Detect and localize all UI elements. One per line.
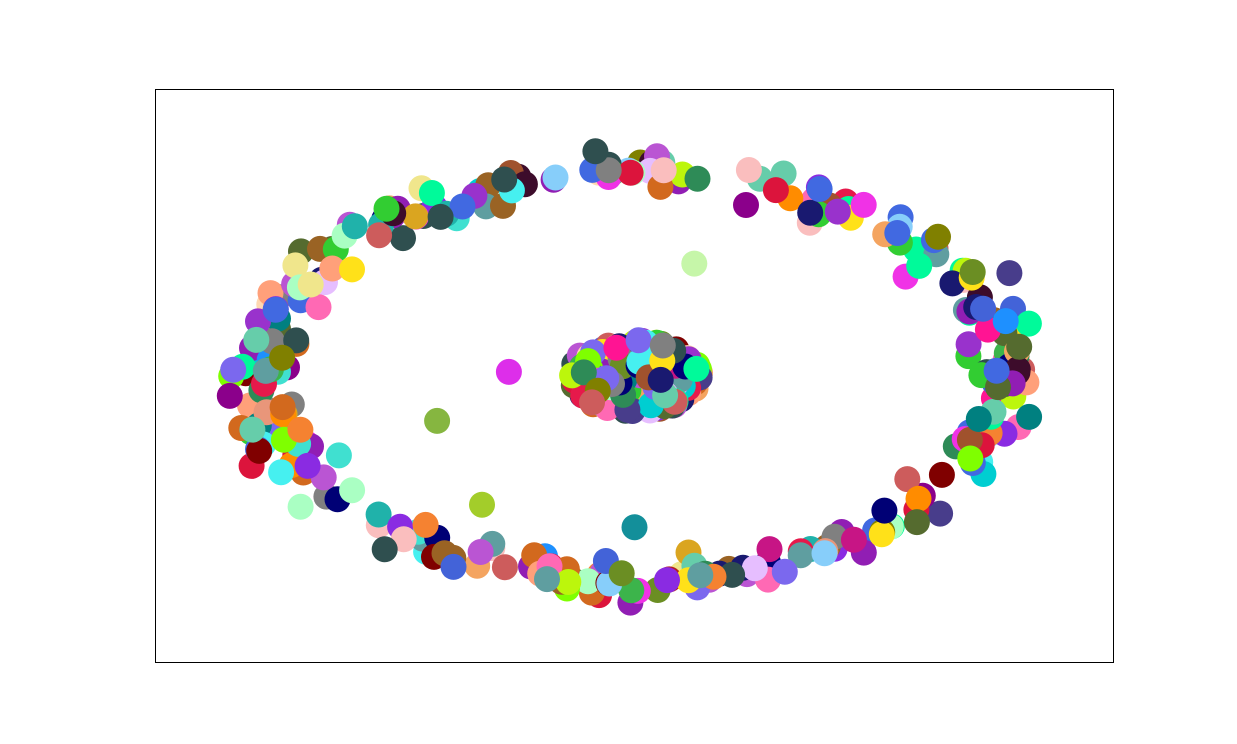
scatter-point (927, 500, 954, 527)
scatter-point (269, 394, 296, 421)
scatter-point (595, 157, 622, 184)
scatter-point (294, 452, 321, 479)
scatter-point (220, 356, 247, 383)
plot-frame (155, 89, 1114, 663)
scatter-point (297, 271, 324, 298)
scatter-point (603, 334, 630, 361)
scatter-point (970, 295, 997, 322)
scatter-point (741, 555, 768, 582)
scatter-point (582, 138, 609, 165)
scatter-point (647, 366, 674, 393)
scatter-point (239, 416, 266, 443)
scatter-point (654, 567, 680, 594)
scatter-point (957, 445, 984, 472)
scatter-point (649, 332, 676, 359)
scatter-point (268, 459, 295, 486)
scatter-point (956, 426, 983, 453)
scatter-point (491, 554, 518, 581)
scatter-point (449, 193, 476, 220)
scatter-point (579, 389, 605, 416)
scatter-point (325, 442, 352, 469)
scatter-point (928, 461, 955, 488)
scatter-point (955, 331, 982, 358)
scatter-point (756, 536, 783, 563)
scatter-point (469, 491, 495, 518)
scatter-point (1016, 403, 1043, 430)
scatter-point (243, 326, 270, 353)
scatter-point (339, 477, 366, 504)
scatter-point (282, 252, 309, 279)
scatter-point (491, 166, 518, 193)
points-layer (216, 138, 1043, 616)
scatter-point (884, 220, 911, 246)
scatter-point (735, 157, 762, 183)
scatter-point (555, 569, 582, 595)
scatter-point (390, 225, 416, 252)
scatter-point (440, 553, 467, 580)
scatter-point (868, 521, 895, 548)
scatter-point (903, 509, 930, 536)
scatter-point (650, 157, 677, 184)
scatter-point (959, 259, 986, 285)
scatter-point (542, 164, 569, 191)
scatter-point (681, 250, 708, 277)
scatter-point (621, 514, 648, 541)
scatter-point (811, 540, 838, 567)
scatter-point (467, 539, 494, 565)
scatter-point (412, 511, 439, 538)
scatter-point (684, 165, 711, 192)
scatter-point (965, 406, 992, 432)
scatter-point (418, 180, 445, 206)
scatter-point (687, 562, 714, 589)
scatter-point (373, 195, 400, 222)
scatter-point (608, 560, 635, 587)
scatter-point (283, 327, 310, 354)
scatter-point (625, 327, 652, 354)
scatter-point (840, 526, 867, 553)
scatter-point (733, 192, 759, 218)
scatter-point (894, 466, 921, 493)
scatter-point (424, 407, 451, 434)
scatter-point (996, 260, 1023, 287)
scatter-point (287, 493, 314, 520)
scatter-point (402, 203, 429, 230)
scatter-point (339, 256, 365, 283)
scatter-point (906, 252, 933, 279)
scatter-point (366, 222, 393, 249)
scatter-point (575, 568, 601, 595)
scatter-point (246, 437, 273, 464)
scatter-point (495, 358, 522, 385)
scatter-point (824, 198, 851, 225)
scatter-point (1015, 310, 1042, 337)
scatter-point (850, 191, 877, 218)
scatter-point (683, 355, 710, 382)
scatter-point (365, 501, 392, 528)
scatter-point (371, 536, 398, 563)
scatter-point (269, 344, 296, 371)
scatter-point (992, 308, 1019, 335)
scatter-point (427, 203, 454, 230)
scatter-point (762, 177, 789, 204)
scatter-point (1006, 333, 1033, 360)
scatter-point (925, 223, 951, 250)
scatter-point (534, 566, 560, 593)
scatter-point (806, 176, 833, 202)
scatter-point (797, 199, 824, 226)
scatter-point (570, 359, 597, 386)
scatter-point (771, 558, 798, 585)
scatter-point (617, 159, 644, 186)
scatter-point (216, 382, 243, 409)
scatter-point (287, 416, 314, 443)
scatter-point (305, 294, 332, 321)
scatter-point (905, 485, 932, 512)
scatter-point (871, 497, 898, 524)
scatter-point (319, 255, 346, 282)
scatter-point (341, 213, 368, 240)
scatter-point (262, 296, 289, 323)
scatter-point (983, 357, 1010, 384)
scatter-point (787, 542, 814, 569)
